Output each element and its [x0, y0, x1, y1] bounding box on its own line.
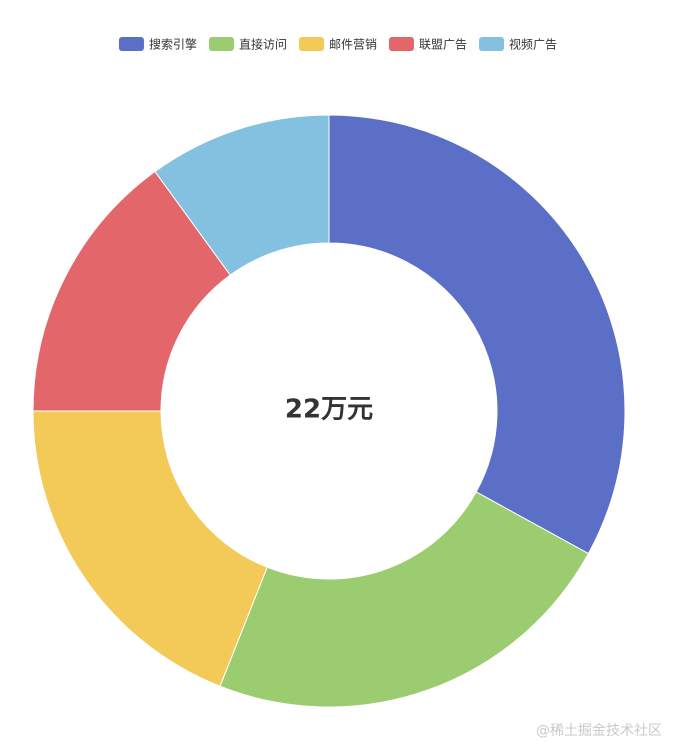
legend-swatch [298, 37, 324, 51]
legend-label: 视频广告 [509, 37, 557, 52]
donut-slice-4[interactable] [32, 170, 231, 412]
chart-legend[interactable]: 搜索引擎 直接访问 邮件营销 联盟广告 视频广告 [118, 37, 557, 52]
donut-slice-1[interactable] [328, 114, 626, 555]
legend-item-4[interactable]: 联盟广告 [389, 37, 467, 52]
legend-item-3[interactable]: 邮件营销 [298, 37, 377, 52]
legend-swatch [118, 37, 144, 51]
legend-item-5[interactable]: 视频广告 [479, 37, 557, 52]
legend-label: 联盟广告 [419, 38, 467, 52]
legend-label: 直接访问 [239, 37, 287, 52]
legend-swatch [479, 37, 505, 51]
donut-slice-2[interactable] [219, 491, 590, 708]
donut-slices [32, 114, 626, 708]
legend-item-2[interactable]: 直接访问 [208, 37, 287, 52]
donut-slice-3[interactable] [32, 410, 268, 687]
donut-slice-5[interactable] [154, 114, 330, 276]
legend-item-1[interactable]: 搜索引擎 [118, 37, 197, 52]
legend-swatch [389, 37, 415, 51]
center-total-label: 22万元 [285, 395, 373, 425]
watermark-text: @稀土掘金技术社区 [536, 723, 662, 739]
legend-label: 邮件营销 [329, 38, 377, 52]
legend-label: 搜索引擎 [149, 37, 197, 52]
legend-swatch [208, 37, 234, 51]
